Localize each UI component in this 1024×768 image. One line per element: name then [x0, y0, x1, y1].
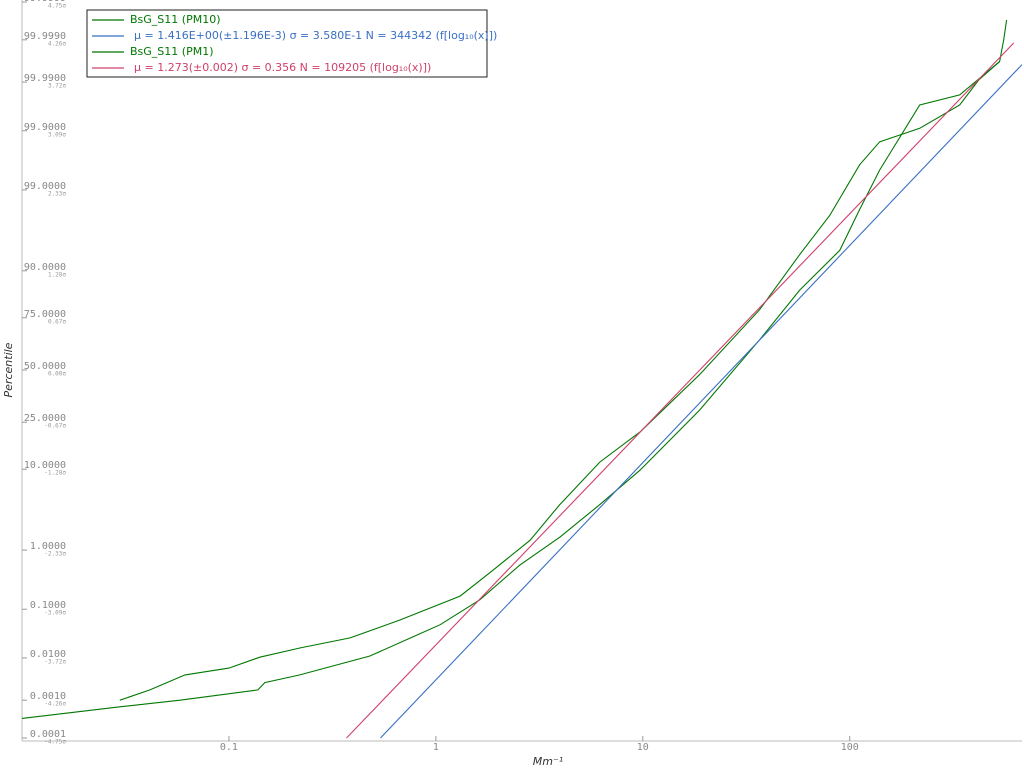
- legend-label: μ = 1.273(±0.002) σ = 0.356 N = 109205 (…: [134, 61, 431, 74]
- series-line: [346, 42, 1015, 739]
- y-tick-label: 0.1000: [30, 600, 66, 611]
- y-tick-label: 99.9990: [24, 31, 66, 42]
- y-tick-label: 99.0000: [24, 181, 66, 192]
- x-tick-label: 0.1: [220, 742, 238, 753]
- y-tick-label: 0.0010: [30, 691, 66, 702]
- y-tick-sublabel: 1.28σ: [48, 271, 66, 278]
- series-line: [22, 61, 1000, 719]
- y-tick-sublabel: 4.75σ: [48, 3, 66, 10]
- y-tick-sublabel: -4.26σ: [44, 701, 66, 708]
- y-tick-sublabel: -2.33σ: [44, 551, 66, 558]
- series-line: [119, 20, 1008, 701]
- y-tick-sublabel: -3.09σ: [44, 610, 66, 617]
- y-tick-sublabel: -1.28σ: [44, 470, 66, 477]
- legend-box: [86, 9, 488, 78]
- legend-label: μ = 1.416E+00(±1.196E-3) σ = 3.580E-1 N …: [134, 29, 497, 42]
- x-tick-label: 100: [841, 742, 859, 753]
- legend: BsG_S11 (PM10) μ = 1.416E+00(±1.196E-3) σ…: [86, 9, 497, 78]
- y-tick-label: 99.9999: [24, 0, 66, 4]
- y-tick-label: 90.0000: [24, 262, 66, 273]
- legend-label: BsG_S11 (PM1): [130, 45, 213, 58]
- y-tick-sublabel: 2.33σ: [48, 190, 66, 197]
- y-tick-sublabel: -3.72σ: [44, 658, 66, 665]
- y-tick-label: 10.0000: [24, 460, 66, 471]
- y-tick-sublabel: 0.67σ: [48, 318, 66, 325]
- y-tick-label: 99.9900: [24, 73, 66, 84]
- y-tick-sublabel: 3.72σ: [48, 83, 66, 90]
- y-tick-label: 1.0000: [30, 541, 66, 552]
- y-tick-sublabel: 4.26σ: [48, 40, 66, 47]
- y-tick-label: 25.0000: [24, 413, 66, 424]
- x-axis-title: Mm⁻¹: [533, 755, 563, 768]
- y-tick-sublabel: 3.09σ: [48, 131, 66, 138]
- y-tick-label: 0.0001: [30, 729, 66, 740]
- y-tick-label: 75.0000: [24, 309, 66, 320]
- y-tick-label: 99.9000: [24, 122, 66, 133]
- series-line: [380, 64, 1022, 739]
- x-tick-label: 1: [433, 742, 439, 753]
- y-tick-sublabel: 0.00σ: [48, 371, 66, 378]
- legend-label: BsG_S11 (PM10): [130, 13, 220, 26]
- y-tick-label: 0.0100: [30, 649, 66, 660]
- x-tick-label: 10: [637, 742, 649, 753]
- y-axis-title: Percentile: [2, 342, 15, 397]
- y-tick-sublabel: -4.75σ: [44, 739, 66, 746]
- y-tick-sublabel: -0.67σ: [44, 423, 66, 430]
- y-tick-label: 50.0000: [24, 361, 66, 372]
